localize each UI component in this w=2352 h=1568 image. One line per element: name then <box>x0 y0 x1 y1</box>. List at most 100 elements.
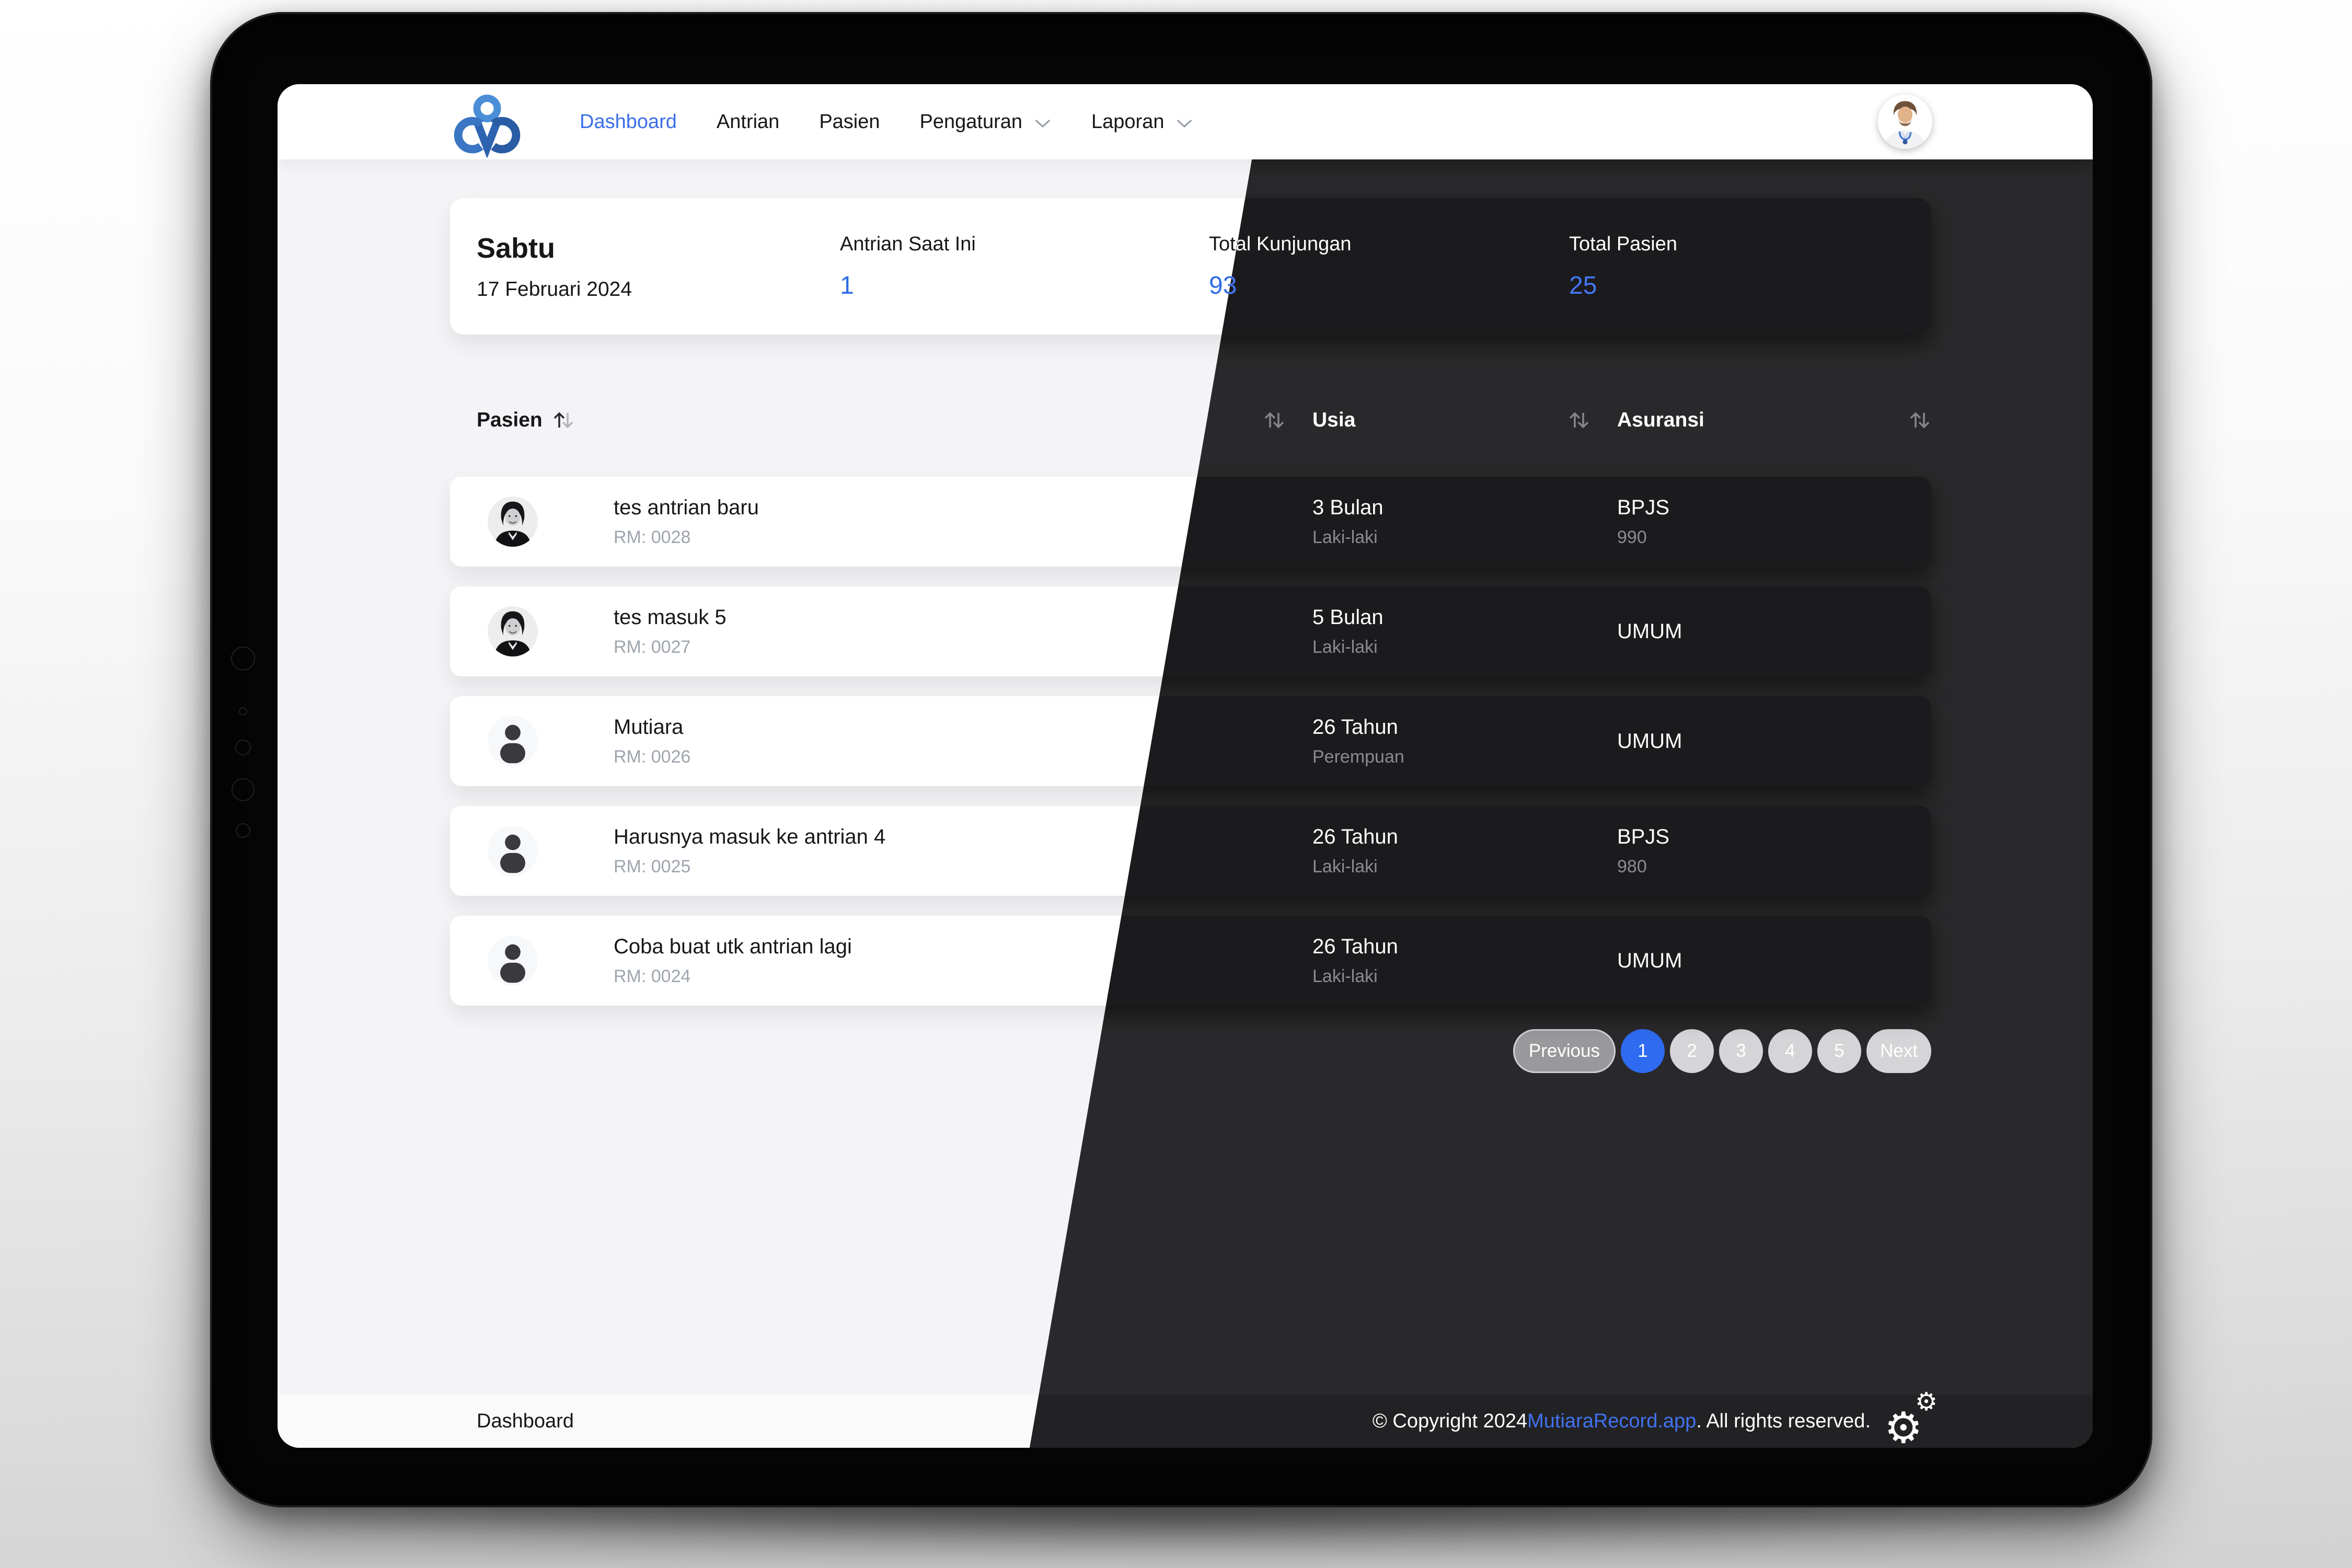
column-label: Pasien <box>477 409 543 431</box>
pagination-page-2[interactable]: 2 <box>1670 1029 1714 1073</box>
asuransi-cell: UMUM <box>1617 696 1682 786</box>
brand-logo-icon[interactable] <box>453 93 521 158</box>
gender-value: Laki-laki <box>1312 637 1378 657</box>
patient-rm: RM: 0026 <box>614 746 691 767</box>
bezel-camera-dot <box>239 707 247 716</box>
usia-cell: 26 Tahun Laki-laki <box>1312 806 1398 896</box>
pagination-page-3[interactable]: 3 <box>1719 1029 1763 1073</box>
sort-button-usia[interactable] <box>1263 396 1286 444</box>
pagination-previous-button[interactable]: Previous <box>1513 1029 1616 1073</box>
chevron-down-icon <box>1035 119 1051 128</box>
row-avatar-photo <box>488 606 538 656</box>
column-header-pasien[interactable]: Pasien <box>477 396 575 444</box>
asuransi-value: BPJS <box>1617 825 1670 848</box>
gender-value: Laki-laki <box>1312 527 1378 547</box>
row-avatar-generic <box>488 936 538 986</box>
pagination-page-4[interactable]: 4 <box>1768 1029 1813 1073</box>
usia-cell: 26 Tahun Laki-laki <box>1312 916 1398 1006</box>
usia-cell: 5 Bulan Laki-laki <box>1312 586 1383 676</box>
usia-cell: 26 Tahun Perempuan <box>1312 696 1404 786</box>
patient-name-cell: Harusnya masuk ke antrian 4 RM: 0025 <box>614 806 885 896</box>
stat-label: Total Pasien <box>1569 233 1678 255</box>
patient-rm: RM: 0027 <box>614 637 691 657</box>
table-header: Pasien Usia <box>1030 396 1931 444</box>
bezel-camera-dot <box>232 778 255 801</box>
usia-value: 26 Tahun <box>1312 825 1398 848</box>
sort-arrows-icon <box>1910 412 1930 429</box>
pagination: Previous 1 2 3 4 5 Next <box>1030 1029 1931 1073</box>
gear-icon[interactable]: ⚙ ⚙ <box>1884 1387 1938 1448</box>
gender-value: Perempuan <box>1312 746 1404 767</box>
doctor-avatar-image <box>1878 95 1932 149</box>
footer: Dashboard © Copyright 2024 MutiaraRecord… <box>1030 1387 2093 1448</box>
asuransi-cell: UMUM <box>1617 586 1682 676</box>
stat-label: Antrian Saat Ini <box>840 233 976 255</box>
usia-value: 3 Bulan <box>1312 495 1383 519</box>
footer-brand-link[interactable]: MutiaraRecord.app <box>1527 1410 1697 1432</box>
nav-item-label: Pengaturan <box>919 110 1023 133</box>
nav-item-label: Laporan <box>1091 110 1165 133</box>
asuransi-value: UMUM <box>1617 729 1682 753</box>
patient-name: Harusnya masuk ke antrian 4 <box>614 825 886 848</box>
column-header-asuransi[interactable]: Asuransi <box>1617 396 1704 444</box>
nav-item-antrian[interactable]: Antrian <box>717 111 779 133</box>
table-row[interactable]: Mutiara RM: 0026 26 Tahun Perempuan UMUM <box>1030 696 1931 786</box>
column-header-usia[interactable]: Usia <box>1312 396 1355 444</box>
column-label: Asuransi <box>1617 409 1704 431</box>
footer-breadcrumb: Dashboard <box>477 1410 574 1432</box>
navbar: Dashboard Antrian Pasien Pengaturan <box>278 84 2093 159</box>
pagination-page-5[interactable]: 5 <box>1817 1029 1862 1073</box>
stat-antrian-saat-ini: Antrian Saat Ini 1 <box>840 198 1209 335</box>
table-row[interactable]: Coba buat utk antrian lagi RM: 0024 26 T… <box>1030 916 1931 1006</box>
asuransi-number: 990 <box>1617 527 1647 547</box>
sort-arrows-icon <box>1569 412 1589 429</box>
main-content: Sabtu 17 Februari 2024 Antrian Saat Ini … <box>1030 198 1931 1073</box>
pagination-page-1[interactable]: 1 <box>1621 1029 1665 1073</box>
asuransi-cell: UMUM <box>1617 916 1682 1006</box>
sort-button-end[interactable] <box>1908 396 1931 444</box>
nav-menu: Dashboard Antrian Pasien Pengaturan <box>580 111 1193 133</box>
nav-item-laporan[interactable]: Laporan <box>1091 111 1193 133</box>
asuransi-value: UMUM <box>1617 619 1682 643</box>
usia-value: 26 Tahun <box>1312 935 1398 958</box>
patient-table-rows: tes antrian baru RM: 0028 3 Bulan Laki-l… <box>1030 477 1931 1006</box>
nav-item-pengaturan[interactable]: Pengaturan <box>920 111 1052 133</box>
usia-value: 26 Tahun <box>1312 715 1398 739</box>
nav-item-pasien[interactable]: Pasien <box>819 111 880 133</box>
bezel-camera-dot <box>231 647 255 671</box>
copyright-text: © Copyright 2024 <box>1372 1410 1528 1432</box>
stat-value: 25 <box>1569 271 1597 299</box>
bezel-camera-dot <box>236 823 250 838</box>
stat-total-pasien: Total Pasien 25 <box>1569 198 1931 335</box>
row-avatar-photo <box>488 497 538 547</box>
copyright-text: . All rights reserved. <box>1696 1410 1871 1432</box>
asuransi-cell: BPJS 980 <box>1617 806 1669 896</box>
bezel-camera-dot <box>235 740 251 755</box>
column-label: Usia <box>1312 409 1356 431</box>
stat-date: 17 Februari 2024 <box>477 278 632 301</box>
patient-name-cell: tes antrian baru RM: 0028 <box>614 477 759 567</box>
stat-label: Total Kunjungan <box>1209 233 1352 255</box>
table-row[interactable]: Harusnya masuk ke antrian 4 RM: 0025 26 … <box>1030 806 1931 896</box>
nav-item-label: Antrian <box>716 110 780 133</box>
user-avatar[interactable] <box>1878 95 1932 149</box>
stat-value: 93 <box>1209 271 1569 300</box>
patient-name: tes antrian baru <box>614 495 759 519</box>
footer-copyright: © Copyright 2024 MutiaraRecord.app . All… <box>1372 1387 1939 1448</box>
tablet-frame: Dashboard Antrian Pasien Pengaturan <box>210 12 2152 1507</box>
screen: Dashboard Antrian Pasien Pengaturan <box>278 84 2093 1448</box>
stat-day: Sabtu <box>477 232 556 264</box>
table-row[interactable]: tes masuk 5 RM: 0027 5 Bulan Laki-laki U… <box>1030 586 1931 676</box>
sort-arrows-icon <box>554 412 573 429</box>
asuransi-value: UMUM <box>1617 949 1682 972</box>
gender-value: Laki-laki <box>1312 856 1378 877</box>
asuransi-number: 980 <box>1617 856 1647 877</box>
usia-value: 5 Bulan <box>1312 605 1383 629</box>
stat-date-block: Sabtu 17 Februari 2024 <box>477 198 840 335</box>
sort-button-asuransi[interactable] <box>1567 396 1590 444</box>
pagination-next-button[interactable]: Next <box>1866 1029 1931 1073</box>
nav-item-dashboard[interactable]: Dashboard <box>580 111 677 133</box>
asuransi-cell: BPJS 990 <box>1617 477 1669 567</box>
patient-name-cell: Mutiara RM: 0026 <box>614 696 690 786</box>
